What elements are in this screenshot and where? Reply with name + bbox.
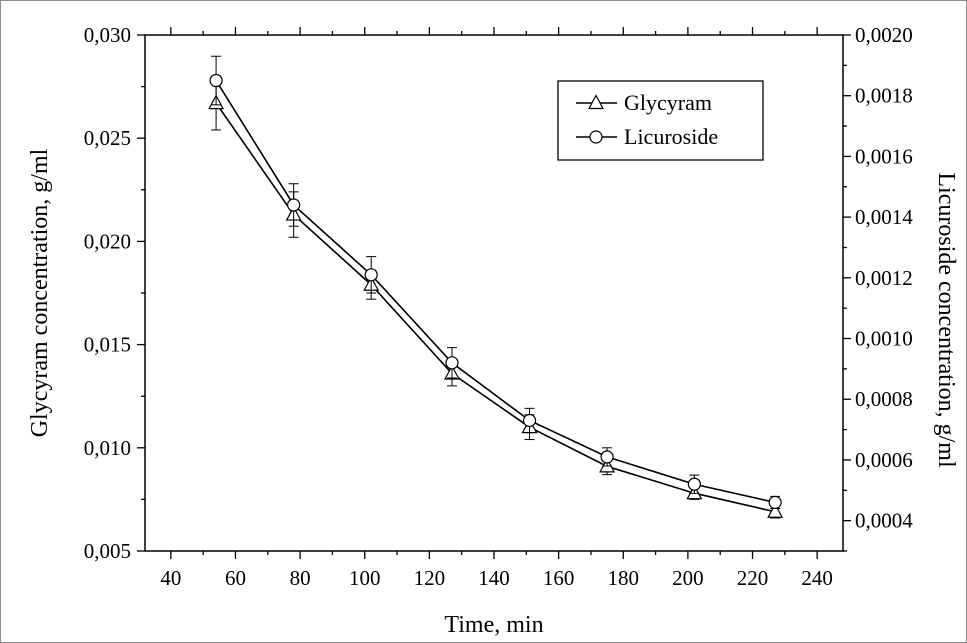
y-left-tick-label: 0,025 bbox=[84, 126, 131, 150]
licuroside-point bbox=[522, 413, 537, 428]
x-tick-label: 180 bbox=[608, 566, 640, 590]
licuroside-point bbox=[600, 450, 614, 464]
x-tick-label: 40 bbox=[160, 566, 181, 590]
y-right-tick-label: 0,0008 bbox=[855, 387, 913, 411]
licuroside-series bbox=[209, 55, 782, 510]
plot-series bbox=[208, 55, 784, 519]
y-left-axis-title: Glycyram concentration, g/ml bbox=[27, 148, 53, 437]
x-tick-label: 140 bbox=[478, 566, 510, 590]
legend-box bbox=[557, 80, 764, 161]
legend-licuroside-circle-marker bbox=[589, 130, 603, 144]
glycyram-point bbox=[767, 503, 784, 518]
y-left-tick-label: 0,020 bbox=[84, 229, 131, 253]
y-left-tick-label: 0,010 bbox=[84, 436, 131, 460]
legend-glycyram-label: Glycyram bbox=[624, 90, 712, 115]
x-tick-label: 120 bbox=[414, 566, 446, 590]
y-right-tick-label: 0,0006 bbox=[855, 448, 913, 472]
x-tick-label: 220 bbox=[737, 566, 769, 590]
licuroside-point bbox=[364, 268, 378, 282]
y-right-tick-label: 0,0004 bbox=[855, 509, 913, 533]
y-right-tick-label: 0,0018 bbox=[855, 84, 913, 108]
licuroside-point bbox=[768, 495, 782, 510]
y-left-tick-label: 0,005 bbox=[84, 539, 131, 563]
x-tick-label: 60 bbox=[225, 566, 246, 590]
x-axis-title: Time, min bbox=[444, 612, 543, 638]
y-right-tick-label: 0,0016 bbox=[855, 144, 913, 168]
legend-licuroside-label: Licuroside bbox=[624, 124, 718, 149]
x-tick-label: 200 bbox=[672, 566, 704, 590]
x-tick-label: 160 bbox=[543, 566, 575, 590]
licuroside-point bbox=[687, 477, 701, 491]
x-tick-label: 100 bbox=[349, 566, 381, 590]
x-tick-label: 80 bbox=[290, 566, 311, 590]
legend: Glycyram Licuroside bbox=[557, 80, 764, 161]
licuroside-point bbox=[445, 356, 459, 370]
x-tick-label: 240 bbox=[801, 566, 833, 590]
y-left-tick-label: 0,030 bbox=[84, 23, 131, 47]
y-right-axis-title: Licuroside concentration, g/ml bbox=[933, 172, 959, 468]
licuroside-point bbox=[209, 73, 223, 88]
y-right-tick-label: 0,0020 bbox=[855, 23, 913, 47]
y-right-tick-label: 0,0012 bbox=[855, 266, 913, 290]
glycyram-line bbox=[215, 102, 776, 513]
licuroside-line bbox=[215, 80, 776, 504]
y-right-tick-label: 0,0010 bbox=[855, 327, 913, 351]
legend-glycyram-triangle-marker bbox=[587, 94, 605, 110]
y-right-tick-label: 0,0014 bbox=[855, 205, 913, 229]
y-left-tick-label: 0,015 bbox=[84, 333, 131, 357]
licuroside-point bbox=[287, 198, 301, 212]
plot-frame bbox=[144, 34, 844, 552]
axis-ticks: 40 60 80 100 120 140 160 180 200 220 240 0,005 0,010… bbox=[84, 23, 914, 590]
